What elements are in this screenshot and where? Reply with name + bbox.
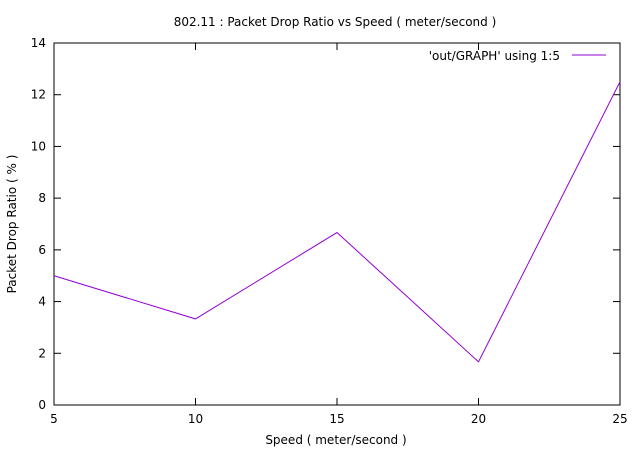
x-axis-ticks: 5 10 15 20 25 xyxy=(50,43,628,426)
x-axis-label: Speed ( meter/second ) xyxy=(265,433,406,447)
x-tick-label: 25 xyxy=(612,412,627,426)
y-tick-label: 2 xyxy=(38,346,46,360)
y-axis-label: Packet Drop Ratio ( % ) xyxy=(5,155,19,294)
y-tick-label: 10 xyxy=(31,139,46,153)
y-axis-ticks: 0 2 4 6 8 10 12 14 xyxy=(31,36,620,412)
legend-label: 'out/GRAPH' using 1:5 xyxy=(429,49,560,63)
x-tick-label: 15 xyxy=(329,412,344,426)
x-tick-label: 5 xyxy=(50,412,58,426)
plot-frame xyxy=(53,42,621,406)
series-line xyxy=(53,81,621,363)
legend: 'out/GRAPH' using 1:5 xyxy=(429,49,606,63)
y-tick-label: 6 xyxy=(38,243,46,257)
series-layer xyxy=(53,81,621,363)
x-tick-label: 20 xyxy=(471,412,486,426)
x-tick-label: 10 xyxy=(188,412,203,426)
y-tick-label: 8 xyxy=(38,191,46,205)
y-tick-label: 12 xyxy=(31,88,46,102)
chart-title: 802.11 : Packet Drop Ratio vs Speed ( me… xyxy=(174,15,497,29)
y-tick-label: 4 xyxy=(38,295,46,309)
y-tick-label: 14 xyxy=(31,36,46,50)
y-tick-label: 0 xyxy=(38,398,46,412)
